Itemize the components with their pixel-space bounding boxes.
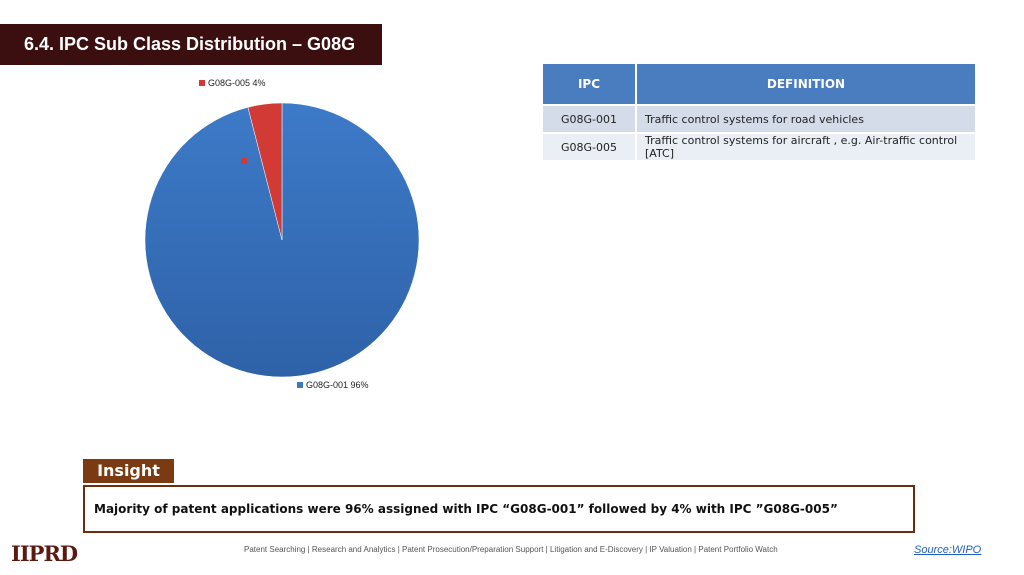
legend-label-g08g-005: G08G-005 4% [208, 78, 266, 88]
definition-cell: Traffic control systems for road vehicle… [636, 104, 975, 133]
insight-label: Insight [83, 459, 174, 483]
legend-swatch-g08g-005 [199, 79, 205, 86]
ipc-code-cell: G08G-005 [543, 132, 637, 160]
pie-slice-g08g-005 [247, 102, 283, 241]
footer-services: Patent Searching | Research and Analytic… [244, 545, 778, 554]
company-logo: IIPRD [11, 541, 78, 566]
page-title: 6.4. IPC Sub Class Distribution – G08G [0, 24, 382, 65]
source-link[interactable]: Source:WIPO [914, 544, 982, 556]
slice-marker-g08g-005 [241, 158, 247, 164]
definition-cell: Traffic control systems for aircraft , e… [636, 132, 975, 160]
legend-swatch-g08g-001 [297, 381, 303, 388]
legend-label-g08g-001: G08G-001 96% [306, 380, 369, 390]
header-definition: DEFINITION [635, 64, 975, 105]
table-row: G08G-005 Traffic control systems for air… [543, 132, 975, 160]
header-ipc: IPC [543, 64, 636, 105]
pie-slices [144, 102, 420, 378]
insight-text: Majority of patent applications were 96%… [83, 485, 915, 533]
table-row: G08G-001 Traffic control systems for roa… [543, 104, 975, 133]
legend-g08g-005: G08G-005 4% [199, 78, 266, 89]
table-header-row: IPC DEFINITION [543, 64, 975, 105]
ipc-definition-table: IPC DEFINITION G08G-001 Traffic control … [543, 64, 975, 160]
legend-g08g-001: G08G-001 96% [297, 380, 369, 391]
ipc-code-cell: G08G-001 [543, 104, 637, 133]
